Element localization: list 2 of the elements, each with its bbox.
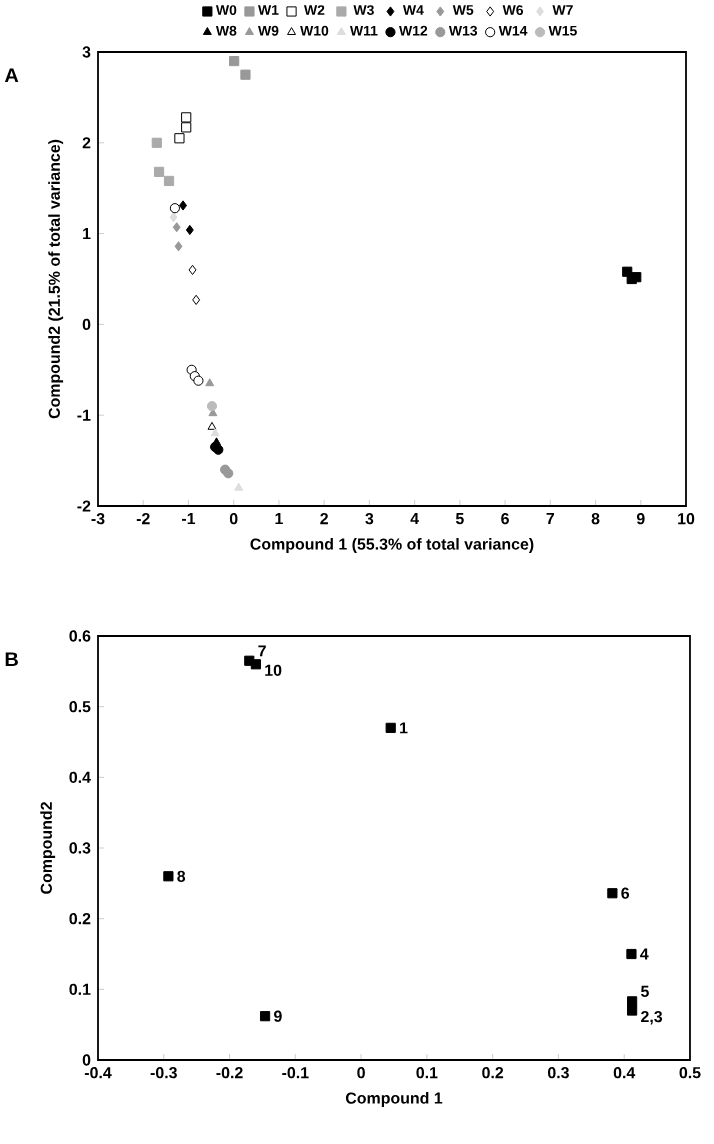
text: A	[4, 68, 19, 83]
text: B	[5, 652, 18, 667]
